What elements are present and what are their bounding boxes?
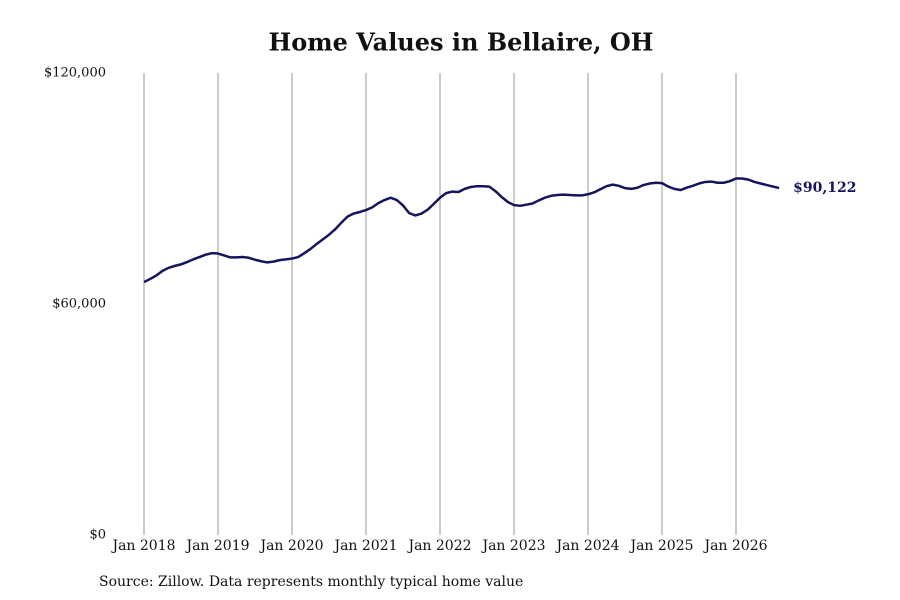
y-tick-label: $120,000: [44, 66, 106, 81]
y-tick-label: $60,000: [52, 297, 106, 312]
x-tick-label: Jan 2024: [554, 538, 619, 554]
data-line: [143, 177, 780, 284]
x-tick-label: Jan 2026: [702, 538, 767, 554]
chart-title: Home Values in Bellaire, OH: [269, 28, 654, 57]
x-tick-label: Jan 2025: [628, 538, 693, 554]
x-tick-label: Jan 2021: [332, 538, 397, 554]
x-tick-label: Jan 2023: [480, 538, 545, 554]
x-tick-label: Jan 2019: [184, 538, 249, 554]
x-tick-label: Jan 2022: [406, 538, 471, 554]
source-note: Source: Zillow. Data represents monthly …: [99, 574, 523, 590]
x-tick-label: Jan 2020: [258, 538, 323, 554]
x-tick-label: Jan 2018: [110, 538, 175, 554]
end-value-label: $90,122: [793, 180, 856, 196]
y-tick-label: $0: [89, 528, 106, 543]
